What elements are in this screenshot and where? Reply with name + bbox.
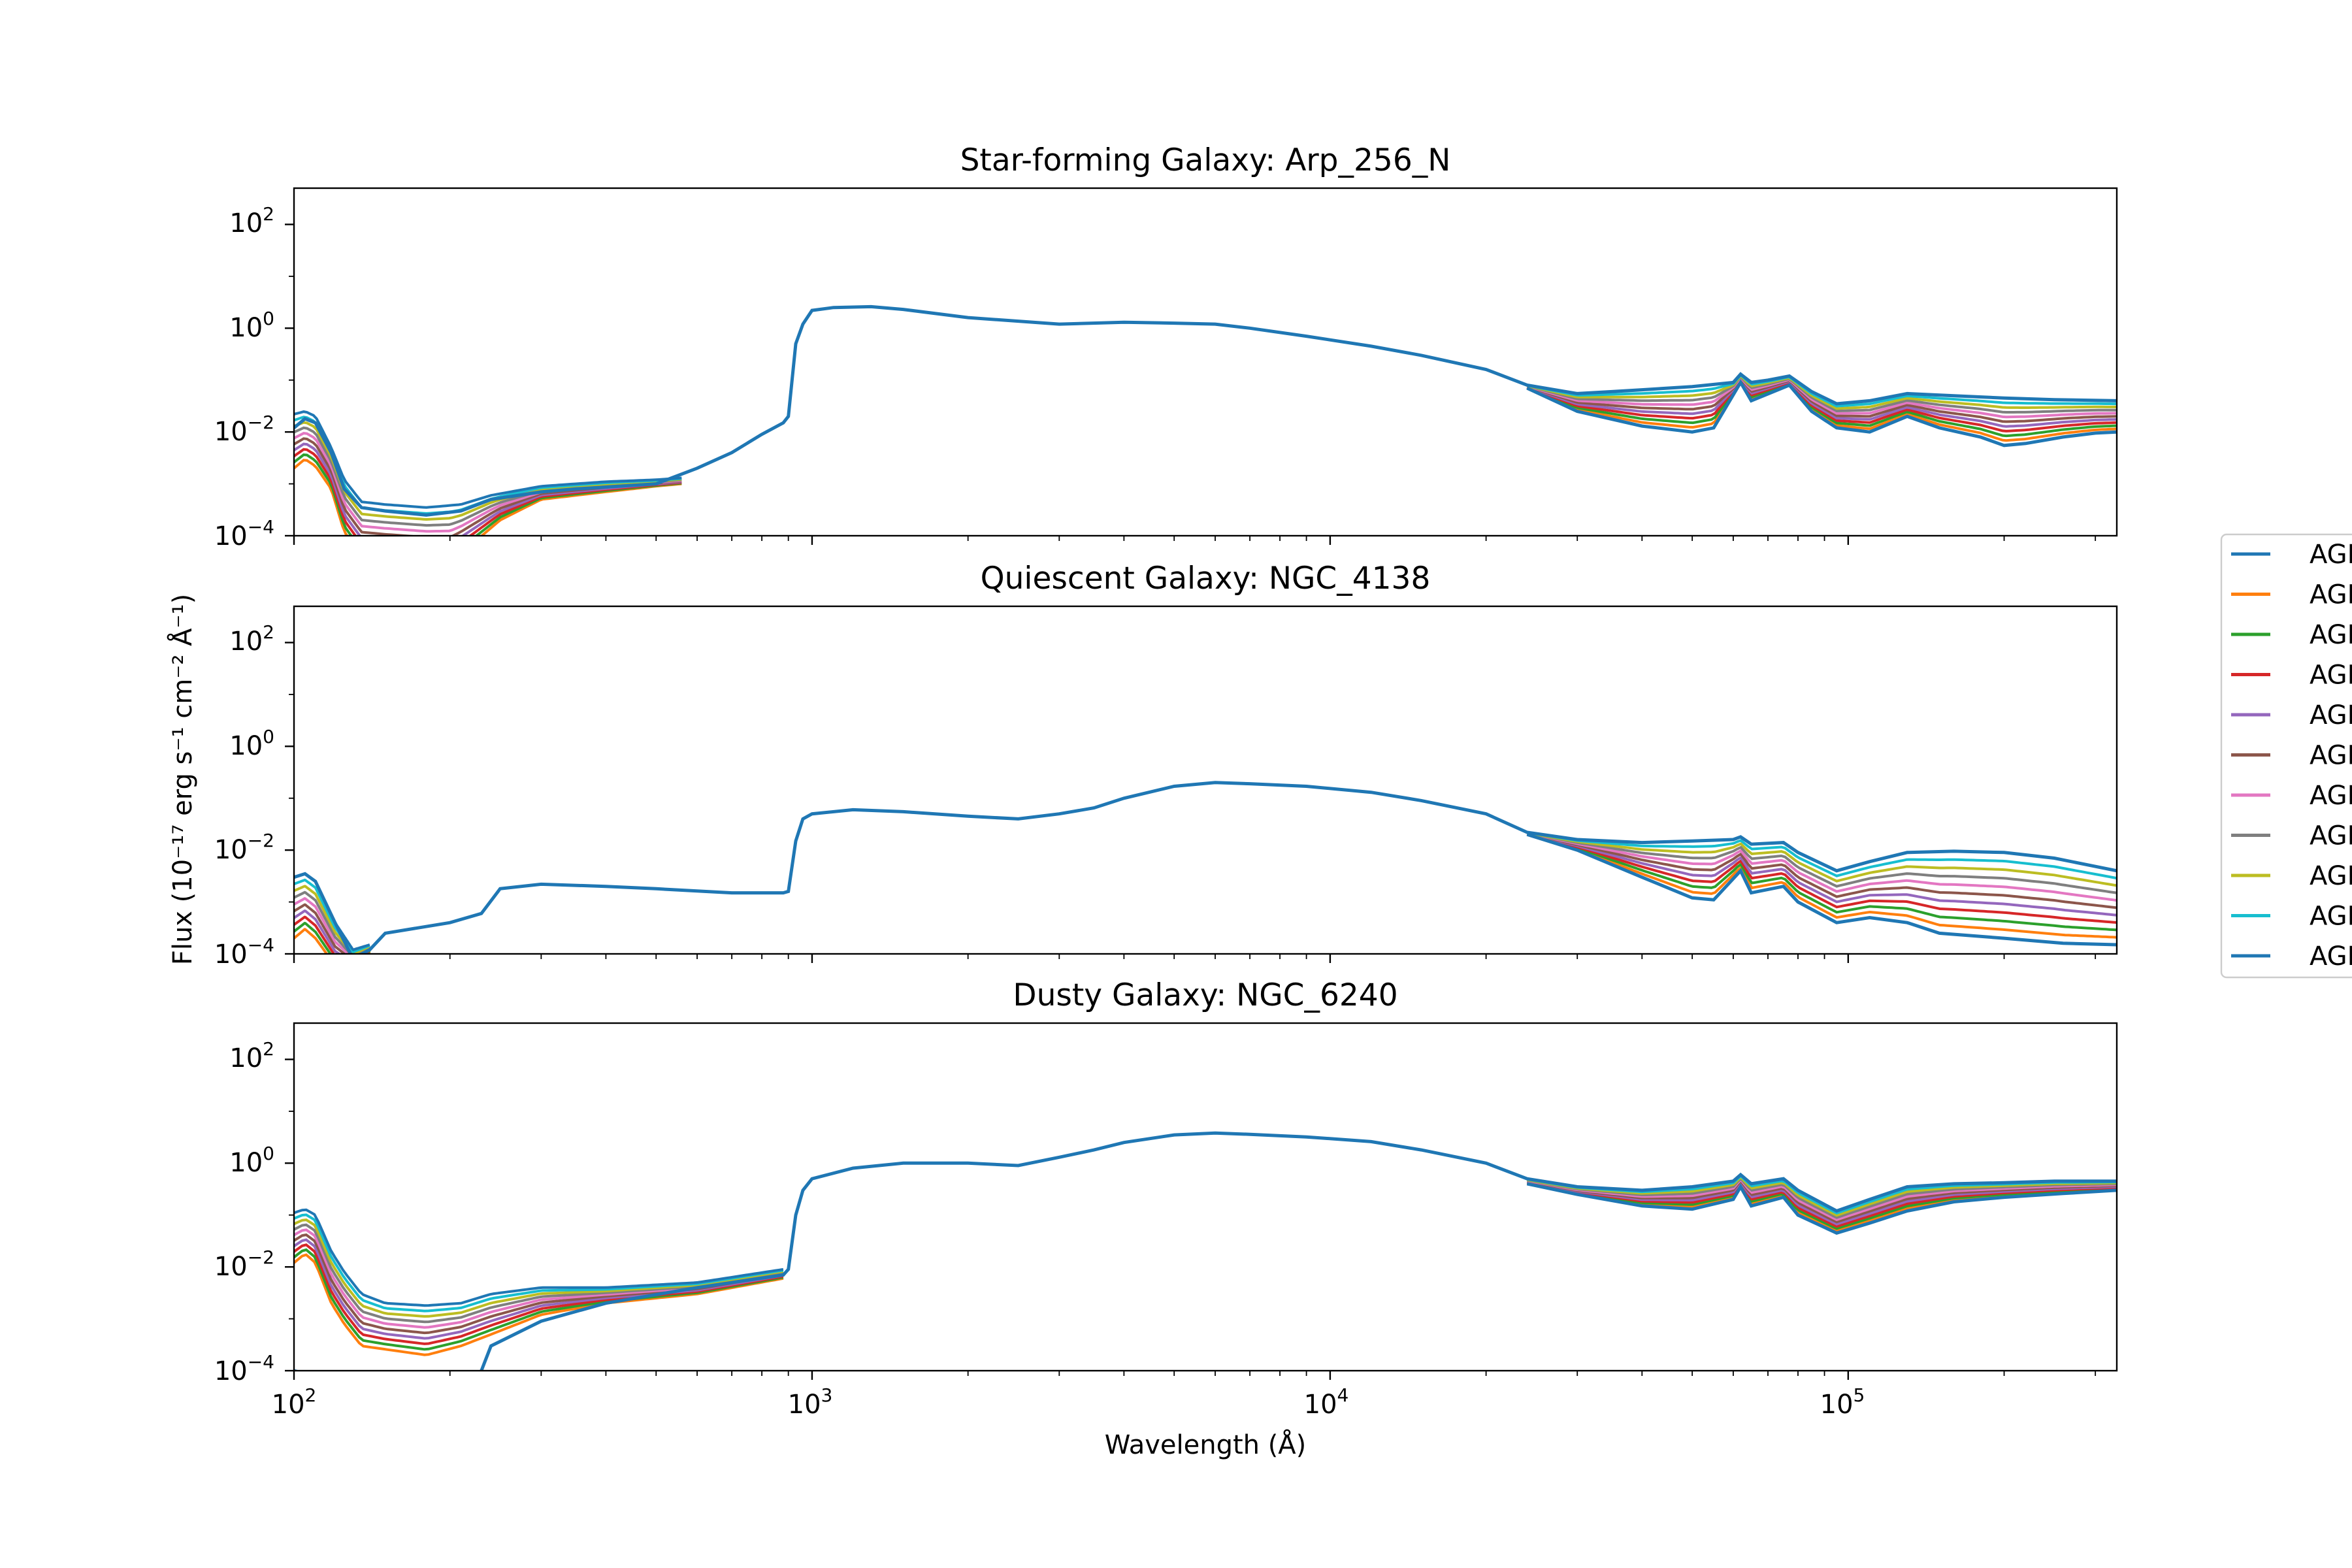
agn-series-7-uv <box>294 890 370 954</box>
legend-label: AGN <box>2310 941 2352 972</box>
galaxy-spectrum <box>294 1131 2117 1371</box>
agn-series-7-ir <box>1527 1176 2117 1219</box>
agn-series-8-uv <box>294 885 370 954</box>
agn-series-1-uv <box>294 1253 784 1356</box>
axes-frame <box>293 605 2118 955</box>
agn-series-9-uv <box>294 878 370 954</box>
x-tick-label: 102 <box>272 1384 317 1420</box>
agn-series-10-uv <box>294 1208 784 1307</box>
y-tick-label: 10−4 <box>214 1351 274 1386</box>
legend-label: AGN <box>2310 861 2352 891</box>
agn-series-6-ir <box>1527 1177 2117 1222</box>
panel-dusty: Dusty Galaxy: NGC_6240 <box>285 977 2118 1380</box>
agn-series-6-ir <box>1526 376 2117 419</box>
x-axis-label: Wavelength (Å) <box>1105 1429 1307 1460</box>
x-axis <box>293 954 2097 963</box>
y-tick-label: 100 <box>229 1143 274 1178</box>
y-axis <box>285 1058 294 1372</box>
x-axis <box>293 1371 2097 1380</box>
agn-series-10-uv <box>294 410 682 509</box>
legend-label: AGN <box>2310 661 2352 691</box>
y-axis <box>285 223 294 537</box>
y-tick-label: 10−2 <box>214 830 274 865</box>
agn-series-4-ir <box>1527 1180 2117 1226</box>
y-tick-label: 100 <box>229 308 274 343</box>
galaxy-spectrum-ir <box>1526 379 2117 448</box>
agn-series-2-ir <box>1526 378 2117 438</box>
panel-title: Dusty Galaxy: NGC_6240 <box>1013 977 1397 1013</box>
panel-title: Quiescent Galaxy: NGC_4138 <box>981 561 1431 596</box>
y-tick-label: 10−4 <box>214 516 274 551</box>
agn-series-9-ir <box>1527 373 2117 408</box>
legend-label: AGN <box>2310 580 2352 610</box>
agn-series-9-ir <box>1527 831 2117 880</box>
agn-series-3-ir <box>1527 1181 2117 1228</box>
agn-series-3-uv <box>294 915 371 954</box>
y-tick-label: 10−2 <box>214 412 274 447</box>
x-tick-label: 104 <box>1304 1384 1349 1420</box>
galaxy-spectrum-ir <box>1526 1182 2117 1235</box>
series-group <box>294 304 2117 536</box>
agn-series-4-uv <box>294 909 371 954</box>
agn-series-5-ir <box>1526 832 2117 909</box>
legend-label: AGN <box>2310 781 2352 811</box>
y-axis-label: Flux (10⁻¹⁷ erg s⁻¹ cm⁻² Å⁻¹) <box>167 594 198 965</box>
legend-frame <box>2220 533 2352 979</box>
agn-series-5-uv <box>294 903 371 954</box>
panel-star-forming: Star-forming Galaxy: Arp_256_N <box>285 142 2118 545</box>
legend-label: AGN <box>2310 741 2352 771</box>
agn-series-8-uv <box>294 421 682 521</box>
agn-series-4-ir <box>1526 832 2117 917</box>
panel-quiescent: Quiescent Galaxy: NGC_4138 <box>285 561 2118 963</box>
agn-series-3-ir <box>1526 832 2117 924</box>
agn-series-7-ir <box>1527 832 2117 894</box>
agn-series-6-uv <box>294 897 370 954</box>
agn-series-8-ir <box>1527 1175 2117 1217</box>
y-tick-label: 100 <box>229 726 274 761</box>
agn-series-2-uv <box>294 921 371 954</box>
series-group <box>294 1131 2117 1371</box>
series-group <box>294 781 2117 954</box>
agn-series-7-ir <box>1526 374 2117 414</box>
y-tick-labels: 10−4 10−2 100 102 10−4 10−2 100 102 10−4… <box>214 203 274 1386</box>
legend-label: AGN <box>2310 902 2352 932</box>
legend-label: AGN <box>2310 620 2352 650</box>
agn-series-4-ir <box>1526 377 2117 428</box>
agn-series-2-ir <box>1526 832 2117 932</box>
y-tick-label: 10−2 <box>214 1247 274 1282</box>
agn-series-6-ir <box>1526 832 2117 902</box>
x-tick-label: 105 <box>1820 1384 1865 1420</box>
x-tick-label: 103 <box>788 1384 833 1420</box>
agn-series-3-ir <box>1526 378 2117 433</box>
y-tick-label: 102 <box>229 1038 274 1073</box>
y-tick-label: 10−4 <box>214 934 274 970</box>
axes-frame <box>293 1022 2118 1372</box>
agn-series-2-ir <box>1527 1181 2117 1230</box>
y-tick-label: 102 <box>229 621 274 657</box>
x-tick-labels: 102 103 104 105 <box>272 1384 1865 1420</box>
galaxy-spectrum <box>294 304 2117 517</box>
agn-series-8-ir <box>1527 831 2117 887</box>
x-axis <box>293 536 2097 545</box>
panel-title: Star-forming Galaxy: Arp_256_N <box>960 142 1451 178</box>
y-axis <box>285 642 294 955</box>
agn-series-5-ir <box>1527 1179 2117 1224</box>
agn-series-1-uv <box>294 928 371 954</box>
agn-series-5-ir <box>1526 376 2117 423</box>
legend: AGN AGN AGN AGN AGN AGN AGN AGN AGN AGN AGN <box>2220 533 2352 979</box>
galaxy-spectrum <box>294 781 2117 954</box>
axes-frame <box>293 187 2118 537</box>
y-tick-label: 102 <box>229 203 274 238</box>
agn-series-1-ir <box>1526 380 2117 442</box>
legend-label: AGN <box>2310 700 2352 730</box>
legend-label: AGN <box>2310 540 2352 570</box>
galaxy-spectrum-ir <box>1526 832 2117 947</box>
agn-series-1-ir <box>1526 832 2117 939</box>
agn-series-8-ir <box>1526 374 2117 410</box>
legend-label: AGN <box>2310 821 2352 851</box>
